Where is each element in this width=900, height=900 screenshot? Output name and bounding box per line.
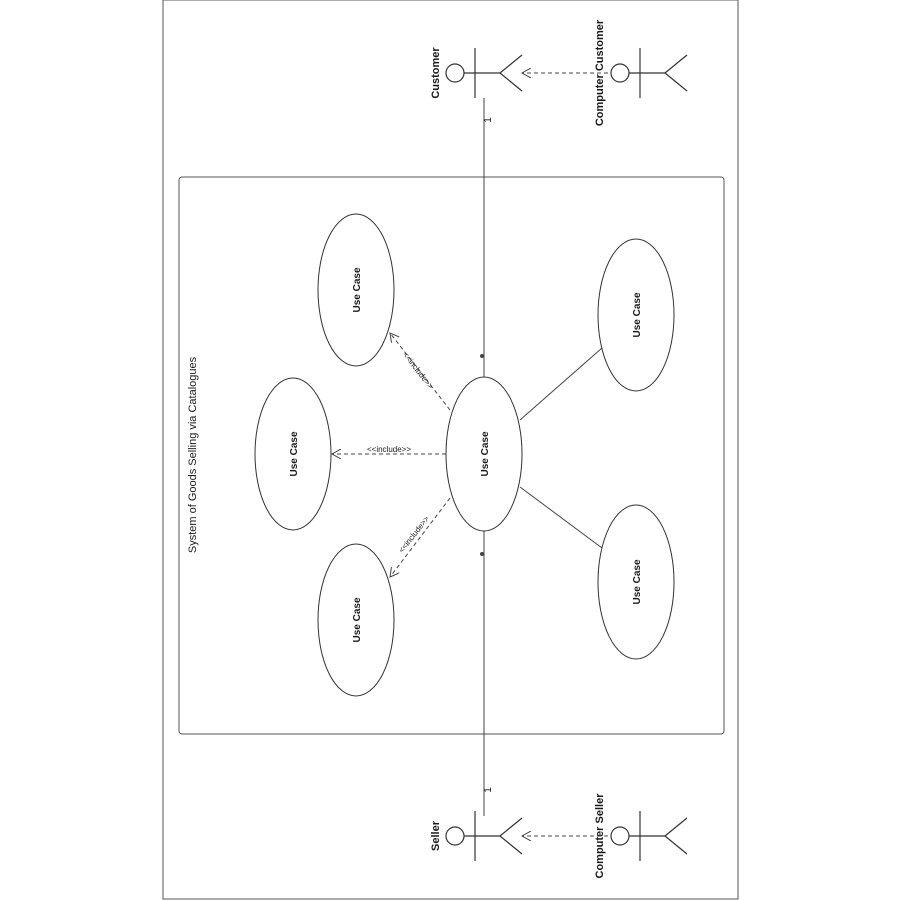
association-line <box>519 347 603 421</box>
include-arrow-lower <box>390 497 451 577</box>
svg-text:Use Case: Use Case <box>632 292 643 337</box>
association-line <box>519 486 603 549</box>
use-case-upper[interactable]: Use Case <box>317 213 395 367</box>
use-case-left[interactable]: Use Case <box>254 377 332 531</box>
use-case-central[interactable]: Use Case <box>445 376 523 532</box>
svg-text:Use Case: Use Case <box>352 267 363 312</box>
association-end-dot <box>480 354 484 358</box>
svg-text:Use Case: Use Case <box>352 597 363 642</box>
use-case-right-lower[interactable]: Use Case <box>597 504 675 660</box>
svg-text:Use Case: Use Case <box>289 431 300 476</box>
actor-seller[interactable]: Seller <box>430 811 523 861</box>
actor-head-icon <box>610 826 630 846</box>
use-case-lower[interactable]: Use Case <box>317 543 395 697</box>
actor-customer[interactable]: Customer <box>430 47 523 99</box>
actor-label: Customer <box>430 47 442 99</box>
include-arrow-upper <box>390 333 451 411</box>
association-end-dot <box>480 552 484 556</box>
actor-label: Seller <box>430 820 442 851</box>
multiplicity-label: 1 <box>483 787 494 793</box>
svg-text:Use Case: Use Case <box>480 431 491 476</box>
system-title: System of Goods Selling via Catalogues <box>187 356 199 553</box>
actor-head-icon <box>445 63 465 83</box>
use-case-right-upper[interactable]: Use Case <box>597 238 675 392</box>
svg-text:Use Case: Use Case <box>632 559 643 604</box>
multiplicity-label: 1 <box>483 117 494 123</box>
actor-head-icon <box>445 826 465 846</box>
include-label: <<include>> <box>367 445 411 454</box>
actor-head-icon <box>610 63 630 83</box>
